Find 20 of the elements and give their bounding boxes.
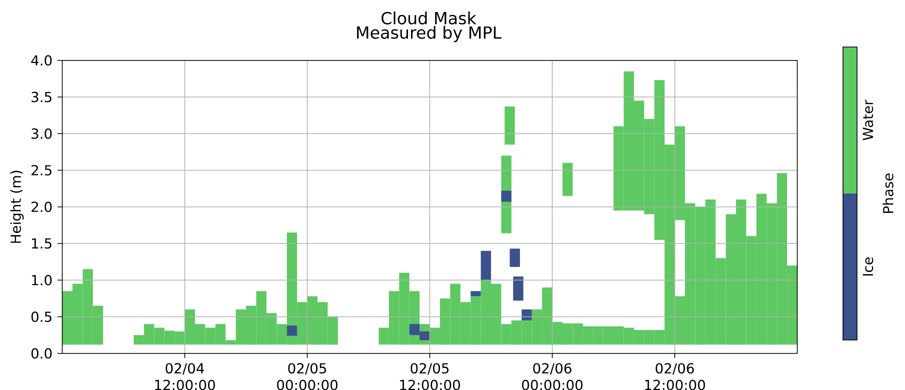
y-tick-label: 3.5 — [32, 92, 52, 102]
y-tick-label: 3.0 — [32, 128, 52, 139]
y-tick-label: 0.0 — [31, 348, 52, 359]
x-tick-label: 02/06 00:00:00 — [522, 363, 582, 390]
legend-title: Phase — [882, 174, 894, 213]
y-tick-label: 1.0 — [32, 274, 52, 286]
y-tick-label: 1.5 — [32, 238, 52, 249]
x-tick-label: 02/06 12:00:00 — [645, 363, 705, 390]
chart-title: Cloud Mask — [382, 12, 476, 24]
x-tick-label: 02/05 00:00:00 — [277, 363, 338, 390]
y-tick-label: 4.0 — [31, 55, 52, 66]
text: Ice — [862, 257, 874, 276]
chart-subtitle: Measured by MPL — [357, 26, 502, 42]
y-tick-label: 2.0 — [32, 202, 52, 212]
x-tick-label: 02/05 12:00:00 — [400, 363, 460, 390]
y-tick-label: 0.5 — [31, 312, 52, 322]
x-tick-label: 02/04 12:00:00 — [155, 363, 215, 390]
y-tick-label: 2.5 — [32, 165, 52, 176]
y-axis-title: Height (m) — [10, 170, 24, 243]
text: Water — [862, 100, 874, 140]
